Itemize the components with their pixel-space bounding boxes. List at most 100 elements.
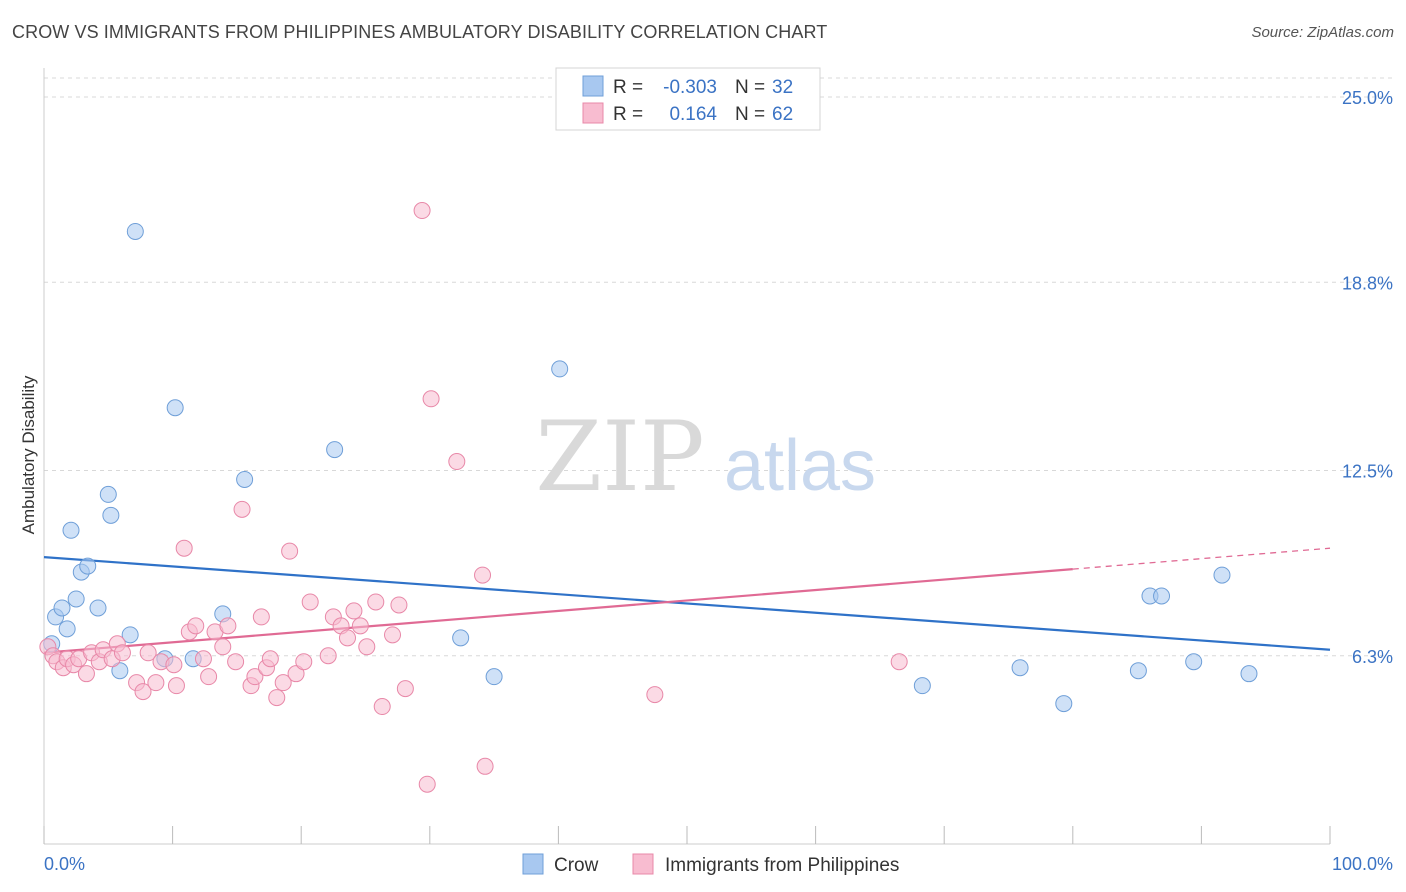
philippines-point xyxy=(187,617,205,635)
legend-label-crow: Crow xyxy=(554,855,599,876)
philippines-point xyxy=(219,617,237,635)
philippines-point xyxy=(413,202,431,220)
axes xyxy=(43,68,1331,845)
philippines-point xyxy=(338,629,356,647)
philippines-point xyxy=(646,686,664,704)
philippines-point xyxy=(227,653,245,671)
legend-n-label-philippines: N = xyxy=(735,104,765,125)
crow-point xyxy=(102,506,120,524)
legend-swatch-bottom-crow xyxy=(522,853,544,875)
y-tick-label: 18.8% xyxy=(1342,273,1393,293)
legend-swatch-crow xyxy=(582,75,604,97)
crow-point xyxy=(58,620,76,638)
philippines-point xyxy=(175,539,193,557)
crow-point xyxy=(62,521,80,539)
crow-point xyxy=(79,557,97,575)
crow-point xyxy=(1213,566,1231,584)
crow-point xyxy=(121,626,139,644)
crow-point xyxy=(452,629,470,647)
philippines-point xyxy=(384,626,402,644)
watermark-atlas: atlas xyxy=(724,426,876,506)
philippines-point xyxy=(345,602,363,620)
source-label: Source: ZipAtlas.com xyxy=(1251,24,1394,41)
philippines-point xyxy=(165,656,183,674)
philippines-point xyxy=(233,500,251,518)
philippines-point xyxy=(476,757,494,775)
philippines-trend-extension xyxy=(1072,547,1331,570)
philippines-point xyxy=(261,650,279,668)
philippines-point xyxy=(139,644,157,662)
philippines-point xyxy=(147,674,165,692)
philippines-point xyxy=(367,593,385,611)
crow-trend-line xyxy=(43,556,1331,651)
philippines-point xyxy=(351,617,369,635)
x-tick-label: 0.0% xyxy=(44,854,85,874)
legend-n-label-crow: N = xyxy=(735,77,765,98)
philippines-point xyxy=(246,668,264,686)
crow-point xyxy=(1153,587,1171,605)
crow-point xyxy=(913,677,931,695)
crow-point xyxy=(67,590,85,608)
philippines-point xyxy=(214,638,232,656)
crow-point xyxy=(326,441,344,459)
y-tick-label: 25.0% xyxy=(1342,88,1393,108)
chart-title: CROW VS IMMIGRANTS FROM PHILIPPINES AMBU… xyxy=(12,22,828,42)
y-tick-labels: 6.3% 12.5% 18.8% 25.0% xyxy=(1342,88,1393,667)
legend-r-value-crow: -0.303 xyxy=(663,77,717,98)
crow-point xyxy=(1240,665,1258,683)
philippines-point xyxy=(390,596,408,614)
philippines-point xyxy=(890,653,908,671)
legend-n-value-philippines: 62 xyxy=(772,104,793,125)
crow-point xyxy=(111,662,129,680)
philippines-point xyxy=(422,390,440,408)
crow-point xyxy=(53,599,71,617)
crow-point xyxy=(1129,662,1147,680)
crow-point xyxy=(1011,659,1029,677)
crow-point xyxy=(1055,695,1073,713)
legend-r-label-crow: R = xyxy=(613,77,643,98)
series-legend: Crow Immigrants from Philippines xyxy=(522,853,899,876)
crow-point xyxy=(236,470,254,488)
philippines-point xyxy=(252,608,270,626)
legend-n-value-crow: 32 xyxy=(772,77,793,98)
philippines-point xyxy=(77,665,95,683)
philippines-point xyxy=(200,668,218,686)
philippines-point xyxy=(373,698,391,716)
crow-point xyxy=(166,399,184,417)
philippines-point xyxy=(281,542,299,560)
data-points xyxy=(39,202,1258,793)
philippines-point xyxy=(134,683,152,701)
philippines-point xyxy=(295,653,313,671)
legend-swatch-philippines xyxy=(582,102,604,124)
philippines-point xyxy=(268,689,286,707)
y-tick-label: 6.3% xyxy=(1352,647,1393,667)
philippines-trend-line xyxy=(43,568,1073,654)
legend-swatch-bottom-philippines xyxy=(632,853,654,875)
philippines-point xyxy=(167,677,185,695)
legend-r-label-philippines: R = xyxy=(613,104,643,125)
crow-point xyxy=(126,222,144,240)
philippines-point xyxy=(448,453,466,471)
philippines-point xyxy=(301,593,319,611)
philippines-point xyxy=(287,665,305,683)
crow-point xyxy=(485,668,503,686)
philippines-point xyxy=(194,650,212,668)
philippines-point xyxy=(358,638,376,656)
x-tick-labels: 0.0% 100.0% xyxy=(44,854,1393,874)
crow-point xyxy=(1185,653,1203,671)
crow-point xyxy=(89,599,107,617)
crow-point xyxy=(99,485,117,503)
crow-point xyxy=(551,360,569,378)
y-tick-label: 12.5% xyxy=(1342,462,1393,482)
philippines-point xyxy=(474,566,492,584)
trend-lines xyxy=(43,547,1331,654)
correlation-legend: R = -0.303 N = 32 R = 0.164 N = 62 xyxy=(555,67,821,131)
philippines-point xyxy=(274,674,292,692)
grid-lines xyxy=(44,77,1394,657)
philippines-point xyxy=(113,644,131,662)
philippines-point xyxy=(418,775,436,793)
legend-r-value-philippines: 0.164 xyxy=(669,104,717,125)
x-tick-label: 100.0% xyxy=(1332,854,1393,874)
y-axis-label: Ambulatory Disability xyxy=(19,375,38,534)
